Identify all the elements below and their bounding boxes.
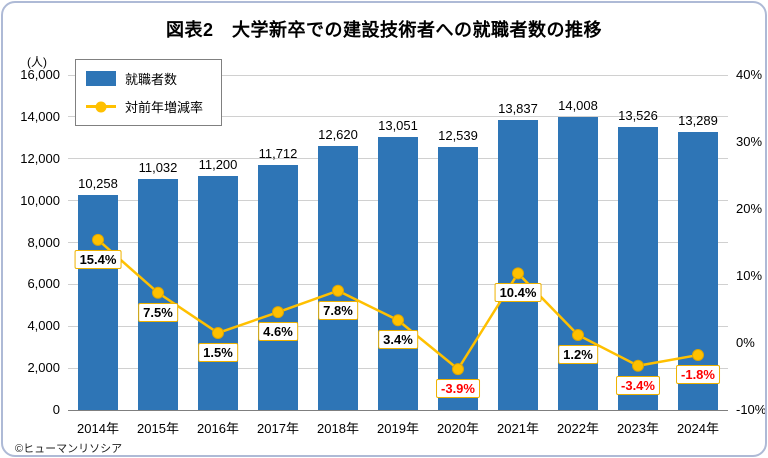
legend-label-bars: 就職者数 (125, 72, 178, 87)
pct-label: 7.5% (138, 302, 178, 322)
right-axis-tick-label: 20% (736, 201, 763, 216)
bar (378, 136, 418, 410)
x-axis-line (68, 409, 728, 411)
legend-label-line: 対前年増減率 (125, 100, 204, 115)
pct-label: -3.9% (436, 379, 480, 399)
x-axis-label: 2024年 (677, 421, 719, 436)
left-axis-unit-label: (人) (27, 55, 47, 69)
legend: 就職者数 対前年増減率 (75, 59, 223, 126)
right-axis-tick-label: 0% (736, 335, 755, 350)
pct-label: 10.4% (494, 283, 542, 303)
left-axis-tick-label: 0 (52, 402, 60, 417)
pct-label: -1.8% (676, 365, 720, 385)
line-swatch-dot-icon (95, 101, 107, 112)
bar-value-label: 11,712 (258, 145, 298, 161)
left-axis-tick-label: 14,000 (20, 108, 60, 124)
gridline (68, 74, 728, 76)
bar-value-label: 14,008 (558, 97, 598, 113)
x-axis-label: 2015年 (137, 421, 179, 436)
right-axis-tick-label: 40% (736, 67, 763, 82)
bar-value-label: 12,620 (318, 126, 358, 142)
bar (438, 147, 478, 410)
pct-label: 4.6% (258, 322, 298, 342)
pct-label: 1.5% (198, 342, 238, 362)
pct-label: -3.4% (616, 375, 660, 395)
bar-value-label: 10,258 (78, 176, 118, 192)
x-axis-label: 2017年 (257, 421, 299, 436)
left-axis-tick-label: 2,000 (27, 360, 60, 376)
x-axis-label: 2016年 (197, 421, 239, 436)
copyright-text: ©ヒューマンリソシア (15, 443, 123, 455)
plot-area: 0 2,000 4,000 6,000 8,000 10,000 12,000 14,000 1… (3, 3, 765, 455)
line-swatch-icon (86, 101, 116, 112)
bar (498, 120, 538, 410)
pct-label: 15.4% (74, 249, 122, 269)
x-axis-label: 2018年 (317, 421, 359, 436)
bar-value-label: 12,539 (438, 128, 478, 144)
bar (198, 175, 238, 410)
left-axis-tick-label: 6,000 (27, 276, 60, 292)
bar (138, 179, 178, 410)
x-axis-label: 2014年 (77, 421, 119, 436)
left-axis-tick-label: 12,000 (20, 150, 60, 166)
bar (318, 145, 358, 410)
legend-item-bars: 就職者数 (86, 69, 203, 88)
bar-value-label: 13,837 (498, 101, 538, 117)
bar (618, 126, 658, 410)
x-axis-label: 2020年 (437, 421, 479, 436)
bar (78, 195, 118, 410)
pct-label: 1.2% (558, 344, 598, 364)
x-axis-label: 2021年 (497, 421, 539, 436)
right-axis-tick-label: -10% (736, 402, 767, 417)
bar-value-label: 13,051 (378, 117, 418, 133)
chart-title: 図表2 大学新卒での建設技術者への就職者数の推移 (165, 20, 602, 40)
bar-swatch-icon (86, 71, 116, 86)
x-axis-label: 2023年 (617, 421, 659, 436)
bar-value-label: 13,526 (618, 107, 658, 123)
gridline (68, 116, 728, 118)
bar-value-label: 11,032 (138, 160, 178, 176)
bar (558, 116, 598, 410)
pct-label: 7.8% (318, 300, 358, 320)
right-axis-tick-label: 10% (736, 268, 763, 283)
right-axis-tick-label: 30% (736, 134, 763, 149)
left-axis-tick-label: 4,000 (27, 318, 60, 334)
pct-label: 3.4% (378, 330, 418, 350)
left-axis-tick-label: 16,000 (20, 67, 60, 82)
x-axis-label: 2022年 (557, 421, 599, 436)
legend-item-line: 対前年増減率 (86, 97, 203, 116)
bar-value-label: 13,289 (678, 112, 718, 128)
bar-value-label: 11,200 (198, 156, 238, 172)
bar (258, 164, 298, 410)
x-axis-label: 2019年 (377, 421, 419, 436)
left-axis-tick-label: 8,000 (27, 234, 60, 250)
left-axis-tick-label: 10,000 (20, 192, 60, 208)
